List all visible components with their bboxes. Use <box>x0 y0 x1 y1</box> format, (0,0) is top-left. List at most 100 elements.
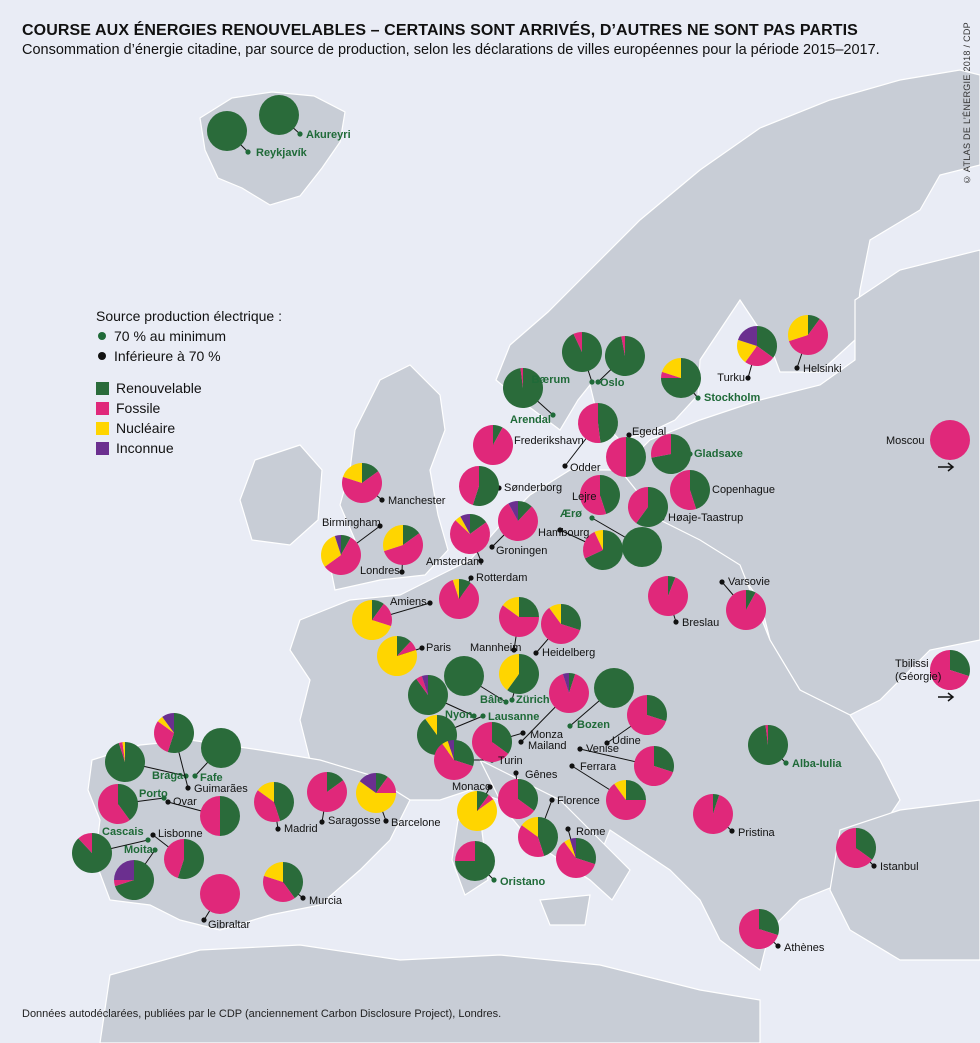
pie-slice-renewable <box>518 779 539 811</box>
city-label-londres: Londres <box>360 565 400 577</box>
city-dot-odder <box>562 463 568 469</box>
city-label-mannheim: Mannheim <box>470 642 521 654</box>
pie-fafe <box>201 728 241 768</box>
pie-guimaraes <box>153 713 195 753</box>
data-source: Données autodéclarées, publiées par le C… <box>22 1008 502 1020</box>
city-dot-saragosse <box>319 819 325 825</box>
city-dot-egedal <box>626 432 632 438</box>
city-label-h-aje-taastrup: Høaje-Taastrup <box>668 512 743 524</box>
pie-h-aje-taastrup <box>627 486 668 527</box>
pie-slice-unknown <box>114 860 134 880</box>
pie-slice-fossil <box>78 833 92 853</box>
unknown-swatch-icon <box>96 441 109 455</box>
pie-slice-renewable <box>604 336 645 376</box>
pie-slice-fossil <box>372 603 392 627</box>
pie-slice-fossil <box>499 605 539 637</box>
city-pies <box>72 95 970 949</box>
pie-slice-fossil <box>498 779 535 819</box>
pie-slice-renewable <box>654 746 674 773</box>
pie-slice-nuclear <box>788 315 808 342</box>
legend-source-label: Renouvelable <box>116 380 202 396</box>
city-label-oristano: Oristano <box>500 876 546 888</box>
pie-slice-fossil <box>836 828 873 868</box>
pie-slice-fossil <box>342 471 383 503</box>
city-dot-fafe <box>192 773 198 779</box>
city-dot-r <box>589 515 595 521</box>
pie-slice-fossil <box>439 579 480 619</box>
pie-porto <box>98 784 139 824</box>
pie-slice-renewable <box>856 828 877 860</box>
pie-slice-fossil <box>650 434 671 458</box>
legend-source-label: Inconnue <box>116 440 174 456</box>
pie-slice-fossil <box>573 332 582 352</box>
city-label-turku: Turku <box>717 372 745 384</box>
city-dot-murcia <box>300 895 306 901</box>
pie-slice-fossil <box>788 318 829 355</box>
city-dot-breslau <box>673 619 679 625</box>
pie-slice-fossil <box>738 909 779 949</box>
pie-slice-renewable <box>220 796 240 836</box>
pie-slice-unknown <box>162 713 174 733</box>
pie-bozen <box>594 668 634 708</box>
pie-saragosse <box>307 772 348 812</box>
pie-zurich <box>498 654 539 695</box>
land-africa <box>99 944 761 1043</box>
pie-slice-fossil <box>200 874 240 914</box>
pie-paris <box>376 636 417 676</box>
pie-slice-nuclear <box>498 654 519 691</box>
pie-groningen <box>497 501 538 541</box>
pie-slice-renewable <box>477 791 489 811</box>
pie-slice-fossil <box>397 641 417 656</box>
pie-slice-renewable <box>507 654 539 695</box>
pie-frederikshavn <box>473 425 514 466</box>
pie-hambourg <box>582 530 623 570</box>
pie-slice-nuclear <box>502 597 519 617</box>
pie-slice-renewable <box>403 525 420 545</box>
pie-slice-renewable <box>626 780 646 800</box>
offmap-arrows <box>938 462 955 702</box>
city-label-udine: Udine <box>612 735 641 747</box>
city-label-lausanne: Lausanne <box>488 711 539 723</box>
pie-slice-renewable <box>105 742 146 782</box>
legend-marker-black: Inférieure à 70 % <box>96 346 282 366</box>
pie-slice-fossil <box>450 520 491 554</box>
pie-slice-renewable <box>283 862 304 899</box>
pie-slice-nuclear <box>157 716 174 733</box>
pie-gladsaxe <box>650 434 691 475</box>
city-dot-ovar <box>165 799 171 805</box>
pie-stockholm <box>661 358 701 398</box>
pie-athenes <box>738 909 779 949</box>
pie-slice-fossil <box>692 794 733 835</box>
pie-slice-fossil <box>376 776 396 793</box>
city-label-porto: Porto <box>139 788 168 800</box>
pie-slice-renewable <box>626 437 646 477</box>
pie-slice-nuclear <box>457 791 498 831</box>
city-dot-heidelberg <box>533 650 539 656</box>
pie-slice-renewable <box>668 576 676 596</box>
city-dot-oristano <box>491 877 497 883</box>
page-subtitle: Consommation d’énergie citadine, par sou… <box>22 42 880 58</box>
pie-slice-fossil <box>577 403 601 443</box>
legend-nuclear: Nucléaire <box>96 418 282 438</box>
pie-slice-unknown <box>421 675 428 695</box>
city-dot-oslo <box>595 379 601 385</box>
pie-odder <box>577 403 618 443</box>
pie-slice-renewable <box>636 487 668 527</box>
city-dot-hambourg <box>557 527 563 533</box>
pie-slice-nuclear <box>122 742 125 762</box>
city-label-manchester: Manchester <box>388 495 446 507</box>
city-label-nyon: Nyon <box>445 709 473 721</box>
city-dot-lisbonne <box>150 832 156 838</box>
pie-slice-renewable <box>372 600 384 620</box>
pie-slice-renewable <box>808 314 820 335</box>
legend: Source production électrique : 70 % au m… <box>96 306 282 458</box>
city-label-hambourg: Hambourg <box>538 527 589 539</box>
pie-slice-nuclear <box>356 781 396 813</box>
pie-slice-fossil <box>626 695 667 736</box>
moscou-arrow-icon <box>938 462 955 472</box>
legend-source-label: Fossile <box>116 400 161 416</box>
pie-slice-unknown <box>569 838 576 858</box>
pie-cascais <box>72 833 113 874</box>
pie-slice-fossil <box>669 470 697 510</box>
page-title: COURSE AUX ÉNERGIES RENOUVELABLES – CERT… <box>22 22 858 39</box>
